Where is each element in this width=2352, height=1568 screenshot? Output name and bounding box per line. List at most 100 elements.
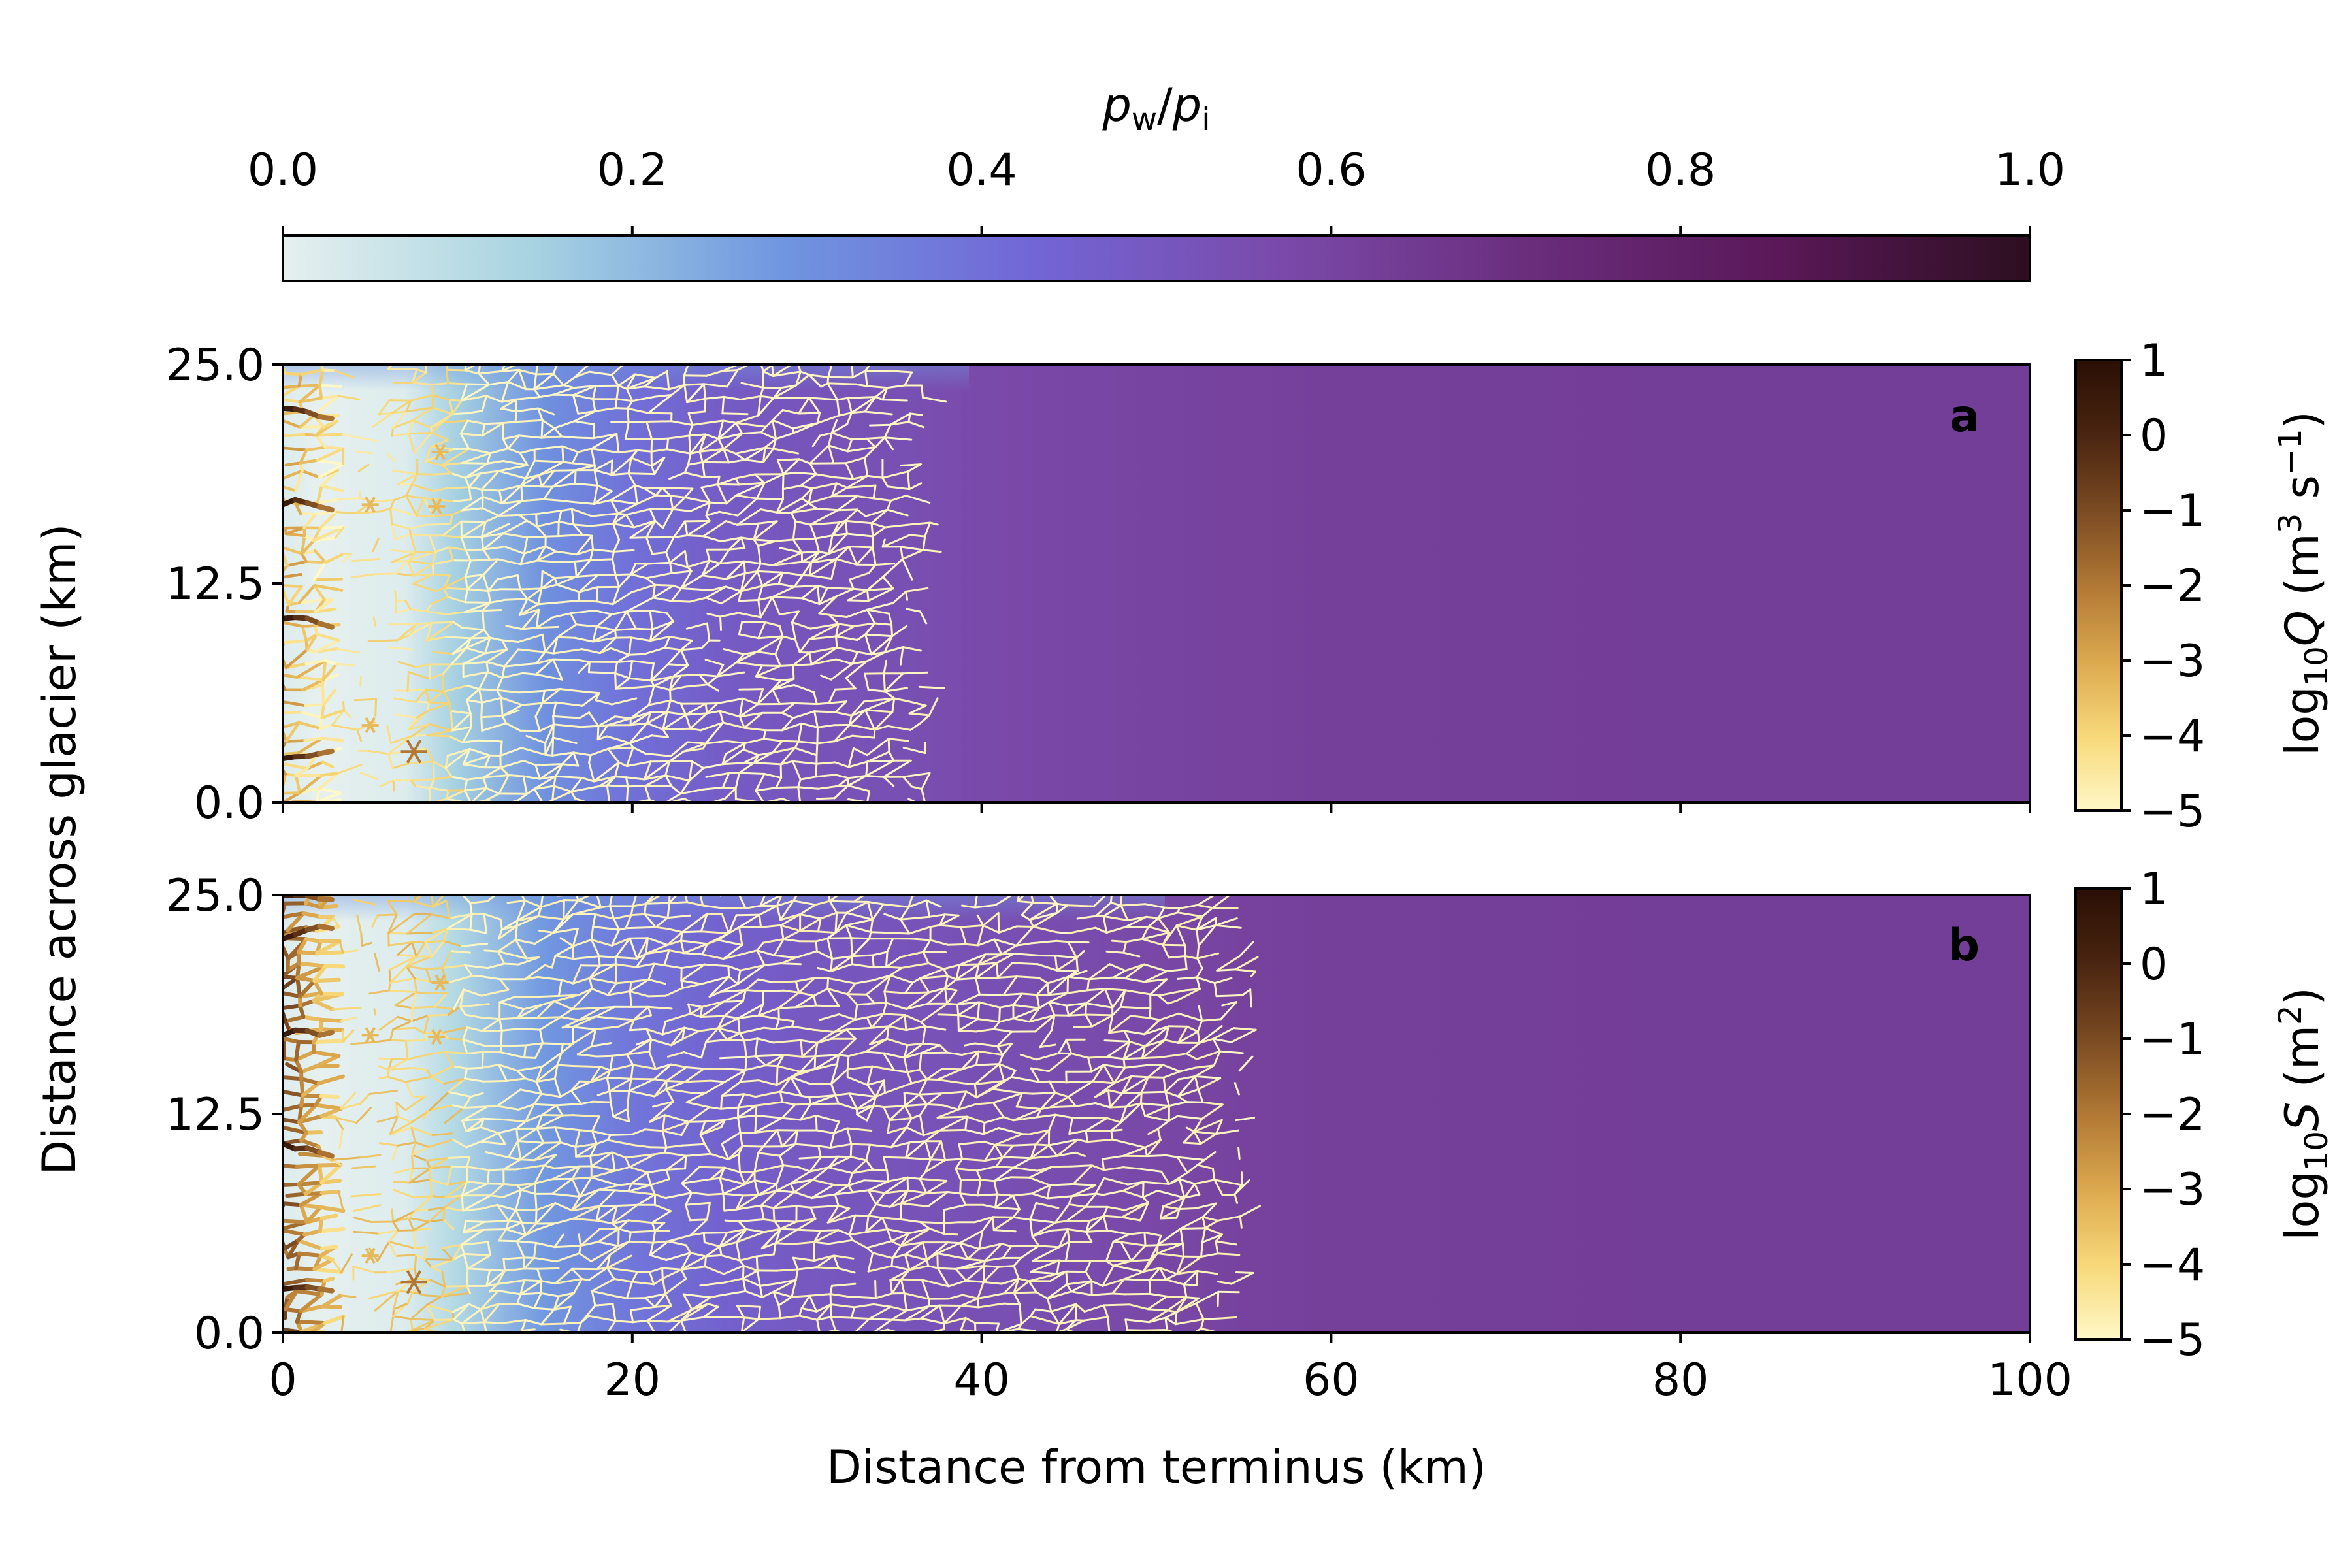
- channel-segment: [992, 1216, 995, 1232]
- channel-segment: [959, 1192, 967, 1206]
- channel-segment: [908, 1265, 930, 1271]
- channel-segment: [795, 471, 817, 476]
- channel-segment: [1031, 1192, 1049, 1200]
- channel-segment: [779, 1220, 798, 1230]
- channel-segment: [779, 913, 802, 921]
- channel-segment: [596, 586, 599, 603]
- channel-segment: [407, 551, 437, 562]
- channel-segment: [644, 1297, 656, 1308]
- channel-segment: [284, 648, 308, 670]
- channel-segment: [650, 1038, 672, 1047]
- channel-segment: [744, 904, 762, 909]
- channel-segment: [481, 722, 508, 732]
- channel-segment: [523, 1044, 527, 1059]
- channel-segment: [500, 365, 518, 372]
- channel-segment: [425, 446, 432, 463]
- channel-segment: [837, 495, 858, 512]
- channel-segment: [497, 1128, 518, 1134]
- channel-segment: [1149, 1244, 1159, 1261]
- channel-segment: [537, 906, 542, 917]
- channel-segment: [323, 1314, 346, 1326]
- channel-segment: [1085, 1130, 1088, 1143]
- panel-b-channel-network: [283, 895, 1261, 1333]
- channel-segment: [1185, 1296, 1200, 1299]
- channel-segment: [283, 585, 290, 606]
- channel-segment: [319, 1190, 341, 1195]
- channel-segment: [581, 648, 601, 655]
- channel-segment: [790, 508, 819, 514]
- channel-segment: [837, 1205, 851, 1210]
- channel-segment: [724, 787, 737, 800]
- channel-segment: [426, 702, 451, 713]
- channel-segment: [312, 977, 341, 983]
- channel-segment: [1003, 1075, 1013, 1082]
- channel-segment: [611, 1151, 616, 1172]
- channel-segment: [772, 419, 777, 440]
- channel-segment: [1221, 1193, 1236, 1196]
- channel-segment: [665, 551, 671, 564]
- channel-segment: [870, 508, 889, 525]
- channel-segment: [284, 662, 308, 670]
- channel-segment: [578, 591, 581, 602]
- channel-segment: [943, 1203, 967, 1211]
- channel-segment: [1218, 1050, 1244, 1054]
- channel-segment: [1149, 1017, 1161, 1021]
- channel-segment: [595, 699, 613, 706]
- channel-segment: [505, 722, 521, 732]
- channel-segment: [1157, 989, 1187, 997]
- channel-segment: [461, 1181, 468, 1197]
- channel-segment: [779, 547, 803, 554]
- channel-segment: [743, 1316, 760, 1320]
- channel-segment: [388, 955, 417, 971]
- channel-segment: [1124, 989, 1152, 996]
- channel-segment: [614, 715, 632, 720]
- channel-segment: [561, 979, 574, 985]
- channel-segment: [625, 914, 632, 930]
- channel-segment: [777, 1296, 793, 1307]
- channel-segment: [705, 1081, 726, 1094]
- channel-segment: [431, 551, 437, 565]
- channel-segment: [577, 988, 593, 996]
- channel-segment: [1175, 1208, 1181, 1219]
- channel-segment: [1030, 1067, 1041, 1083]
- channel-segment: [1124, 963, 1145, 972]
- channel-segment: [940, 1090, 968, 1095]
- channel-segment: [441, 462, 463, 466]
- channel-segment: [683, 487, 694, 498]
- channel-segment: [688, 767, 705, 782]
- channel-segment: [293, 1251, 301, 1271]
- channel-segment: [706, 702, 719, 715]
- channel-segment: [725, 585, 742, 593]
- channel-segment: [1139, 1201, 1149, 1222]
- channel-segment: [866, 759, 895, 763]
- channel-segment: [856, 1113, 868, 1122]
- channel-segment: [782, 938, 801, 943]
- channel-segment: [551, 1177, 574, 1195]
- channel-segment: [560, 1043, 564, 1054]
- channel-segment: [572, 938, 593, 947]
- channel-segment: [1105, 1040, 1131, 1058]
- channel-segment: [993, 1166, 1015, 1183]
- channel-segment: [809, 462, 817, 476]
- channel-segment: [833, 1127, 849, 1134]
- channel-segment: [300, 539, 316, 555]
- channel-segment: [905, 991, 930, 1010]
- channel-segment: [1056, 1151, 1077, 1157]
- channel-segment: [922, 1241, 928, 1261]
- channel-segment: [506, 900, 527, 904]
- channel-segment: [666, 914, 691, 919]
- channel-segment: [631, 395, 657, 402]
- channel-segment: [779, 924, 785, 940]
- moulin-marker: [361, 1027, 379, 1043]
- channel-segment: [1147, 925, 1171, 934]
- channel-segment: [1050, 1310, 1060, 1326]
- channel-segment: [628, 660, 634, 679]
- channel-segment: [977, 1298, 980, 1309]
- channel-segment: [815, 774, 837, 778]
- channel-segment: [1077, 1138, 1088, 1143]
- channel-segment: [813, 1028, 836, 1033]
- channel-segment: [794, 1004, 817, 1009]
- channel-segment: [663, 964, 683, 970]
- channel-segment: [662, 727, 691, 730]
- channel-segment: [630, 1171, 649, 1185]
